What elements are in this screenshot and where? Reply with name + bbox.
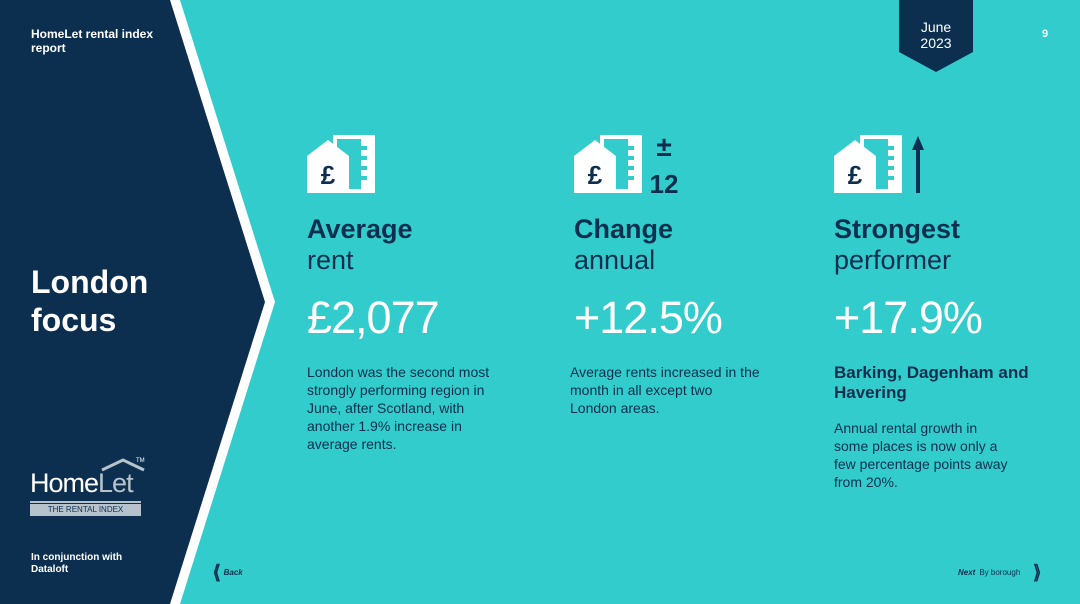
logo-divider [30, 501, 141, 503]
stat-description-annual-change: Average rents increased in the month in … [570, 364, 760, 416]
stat-description-average-rent: London was the second most strongly perf… [307, 364, 490, 452]
date-badge: June 2023 [899, 0, 973, 72]
svg-text:£: £ [321, 160, 336, 190]
logo-let: Let [98, 468, 134, 498]
stat-heading-average: Average [307, 214, 413, 244]
trademark-mark: TM [136, 458, 145, 464]
homelet-logo: TM HomeLet THE RENTAL INDEX [30, 458, 145, 518]
back-link[interactable]: ⟨⟨ Back [212, 562, 243, 582]
stat-subheading-annual: annual [574, 245, 656, 275]
sidebar-panel [0, 0, 275, 604]
next-label: Next [958, 567, 976, 577]
double-chevron-right-icon: ⟩⟩ [1032, 560, 1041, 584]
date-badge-shape [899, 0, 973, 72]
report-title: HomeLet rental index report [31, 27, 154, 55]
logo-wordmark: HomeLet [30, 468, 134, 498]
svg-text:±: ± [656, 134, 671, 162]
next-link[interactable]: Next By borough ⟩⟩ [958, 560, 1041, 584]
stat-value-annual-change: +12.5% [574, 292, 723, 343]
logo-home: Home [30, 468, 99, 498]
svg-text:£: £ [848, 160, 863, 190]
date-month: June [920, 19, 952, 35]
double-chevron-left-icon: ⟨⟨ [212, 560, 221, 584]
back-label: Back [223, 567, 243, 577]
roof-icon [101, 458, 145, 472]
stat-area-title: Barking, Dagenham and Havering [834, 363, 1029, 402]
stat-value-strongest-performer: +17.9% [834, 292, 983, 343]
house-pound-change-icon: £ ± 12 [574, 134, 679, 196]
stat-subheading-performer: performer [834, 245, 952, 275]
partner-text: In conjunction with Dataloft [31, 552, 123, 575]
logo-tagline: THE RENTAL INDEX [30, 504, 141, 516]
svg-text:12: 12 [650, 169, 679, 196]
date-year: 2023 [920, 35, 952, 51]
house-pound-up-icon: £ [834, 135, 924, 193]
date-text: June 2023 [899, 19, 973, 51]
stat-value-average-rent: £2,077 [307, 292, 440, 343]
stat-description-strongest-performer: Annual rental growth in some places is n… [834, 420, 1008, 490]
page-number: 9 [1041, 28, 1049, 40]
house-pound-icon: £ [307, 135, 375, 193]
stat-heading-change: Change [574, 214, 674, 244]
stat-heading-strongest: Strongest [834, 214, 961, 244]
stat-subheading-rent: rent [307, 245, 354, 275]
svg-text:£: £ [588, 160, 603, 190]
section-title: London focus [31, 264, 149, 338]
next-detail: By borough [979, 567, 1021, 577]
